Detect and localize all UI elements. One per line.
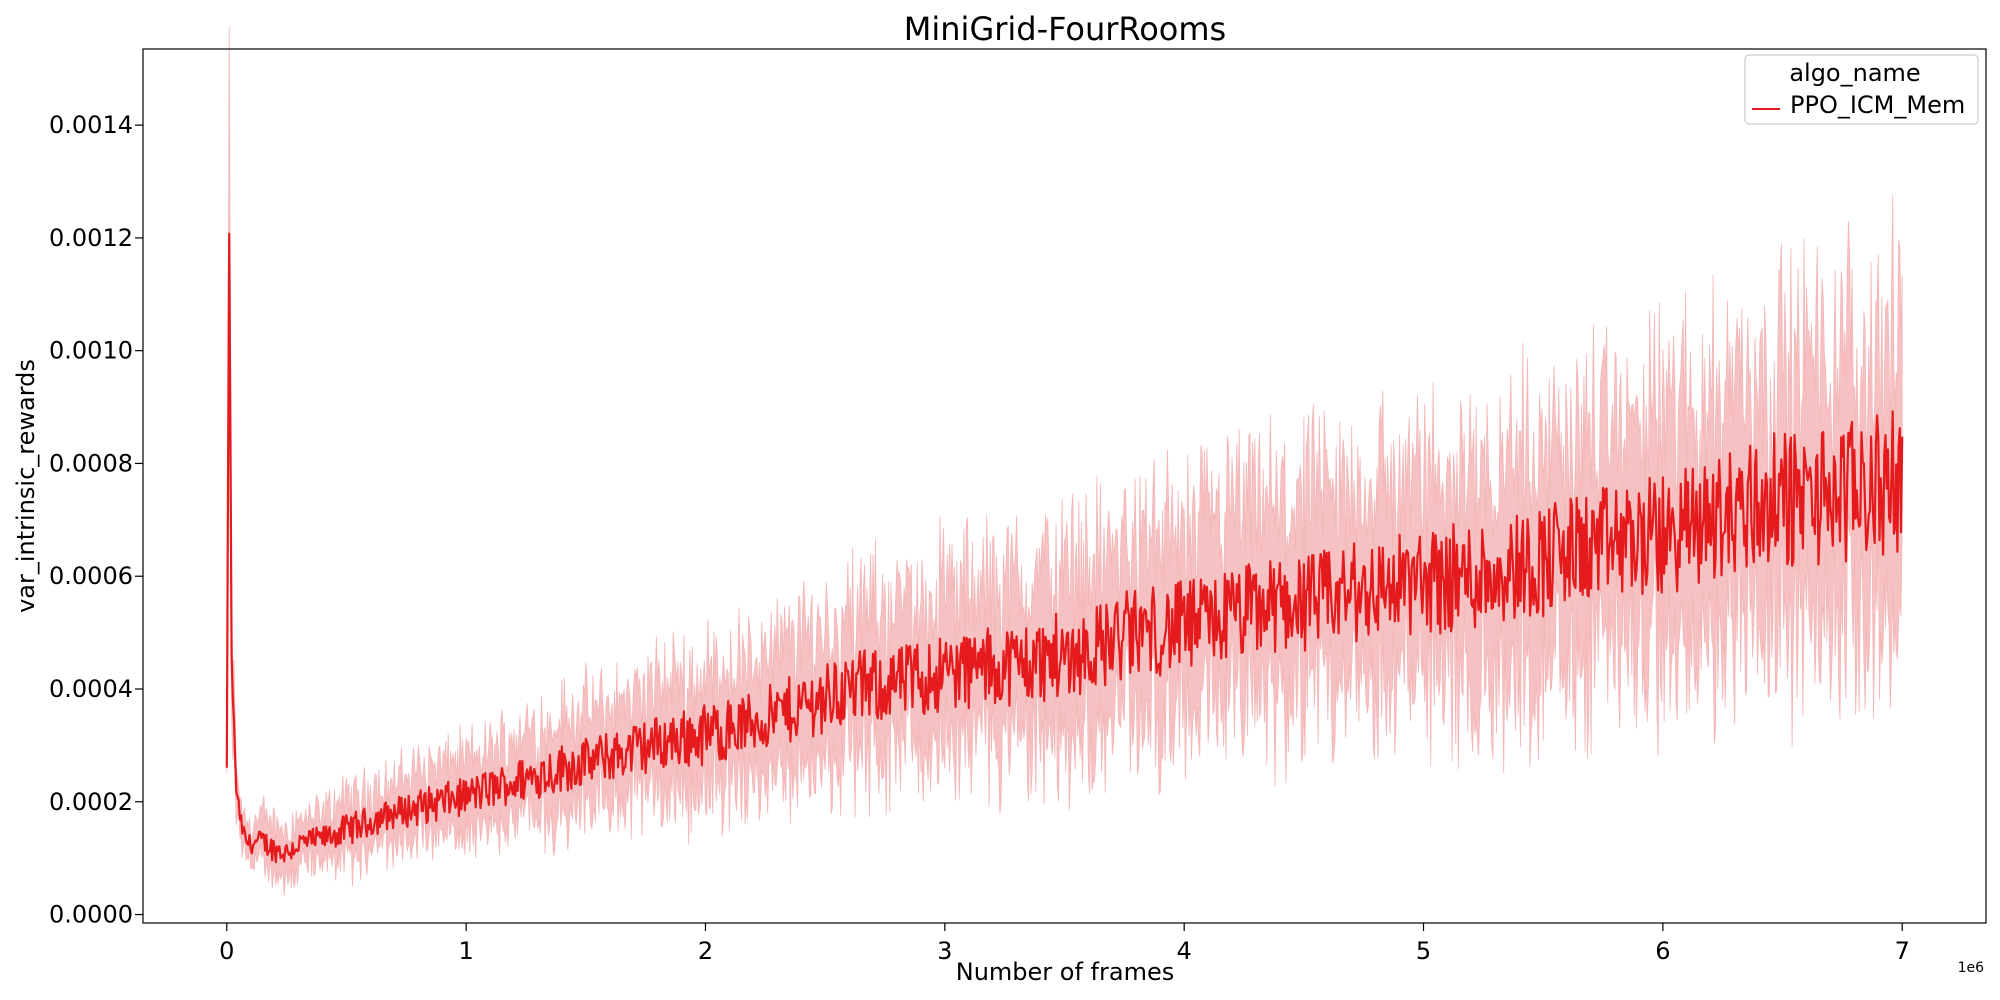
legend-label: PPO_ICM_Mem [1790,91,1965,119]
y-tick-label: 0.0008 [49,449,133,477]
series-lines [225,232,1904,864]
x-tick-label: 1 [458,937,473,965]
y-tick-label: 0.0006 [49,562,133,590]
x-tick-label: 6 [1655,937,1670,965]
y-axis: 0.0000 0.0002 0.0004 0.0006 0.0008 0.0010 0.00… [49,111,143,929]
y-tick-label: 0.0002 [49,788,133,816]
plot-area [142,48,1987,924]
y-tick-label: 0.0012 [49,224,133,252]
x-tick-label: 4 [1177,937,1192,965]
legend: algo_name PPO_ICM_Mem [1744,54,1979,125]
y-tick-label: 0.0014 [49,111,133,139]
x-tick-label: 7 [1895,937,1910,965]
x-tick-label: 0 [219,937,234,965]
x-axis: 0 1 2 3 4 5 6 7 [219,923,1910,965]
legend-title: algo_name [1789,59,1920,87]
x-offset-label: 1e6 [1958,960,1985,976]
x-tick-label: 2 [698,937,713,965]
x-tick-label: 3 [937,937,952,965]
x-tick-label: 5 [1416,937,1431,965]
y-tick-label: 0.0004 [49,675,133,703]
y-tick-label: 0.0000 [49,901,133,929]
x-axis-label: Number of frames [956,958,1174,986]
series-line [225,232,1904,864]
chart-title: MiniGrid-FourRooms [904,10,1226,48]
y-axis-label: var_intrinsic_rewards [12,359,40,613]
y-tick-label: 0.0010 [49,337,133,365]
legend-box [1744,54,1979,125]
